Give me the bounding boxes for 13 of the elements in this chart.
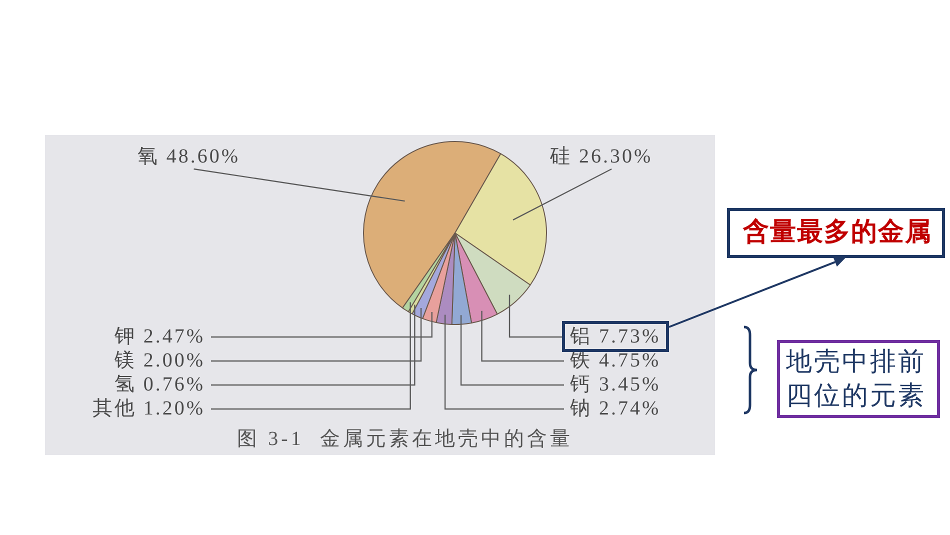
slice-label: 铝 7.73% — [569, 325, 661, 348]
slice-label: 硅 26.30% — [549, 145, 653, 168]
slice-label: 钙 3.45% — [569, 373, 661, 396]
slice-label: 其他 1.20% — [92, 397, 205, 420]
slice-label: 钾 2.47% — [113, 325, 205, 348]
text: 含量最多的金属 — [743, 216, 932, 248]
slice-label: 铁 4.75% — [569, 349, 661, 372]
slice-label: 氧 48.60% — [137, 145, 240, 168]
slice-label: 镁 2.00% — [113, 349, 205, 372]
slice-label: 钠 2.74% — [569, 397, 661, 420]
caption: 图 3-1 金属元素在地壳中的含量 — [236, 427, 574, 451]
slice-label: 氢 0.76% — [114, 373, 205, 396]
text: 地壳中排前四位的元素 — [786, 346, 927, 412]
